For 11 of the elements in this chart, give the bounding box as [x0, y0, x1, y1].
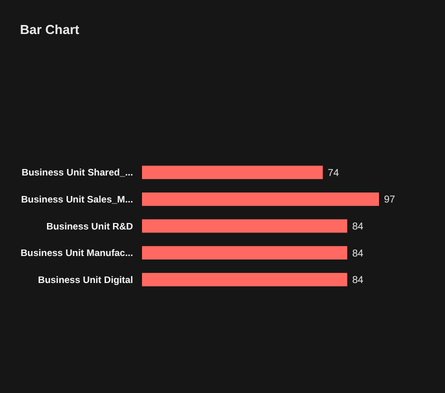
data-label: 74 — [328, 168, 340, 179]
y-tick-label: Business Unit Sales_M... — [21, 194, 133, 206]
y-tick-label: Business Unit Shared_... — [22, 168, 133, 179]
data-label: 84 — [352, 248, 364, 260]
data-label: 84 — [352, 275, 364, 286]
y-tick-label: Business Unit Manufac... — [20, 248, 133, 260]
data-label: 97 — [384, 194, 396, 206]
y-tick-label: Business Unit Digital — [38, 274, 133, 286]
data-label: 84 — [352, 222, 364, 232]
chart-title: Bar Chart — [20, 22, 80, 37]
y-tick-label: Business Unit R&D — [46, 221, 134, 232]
